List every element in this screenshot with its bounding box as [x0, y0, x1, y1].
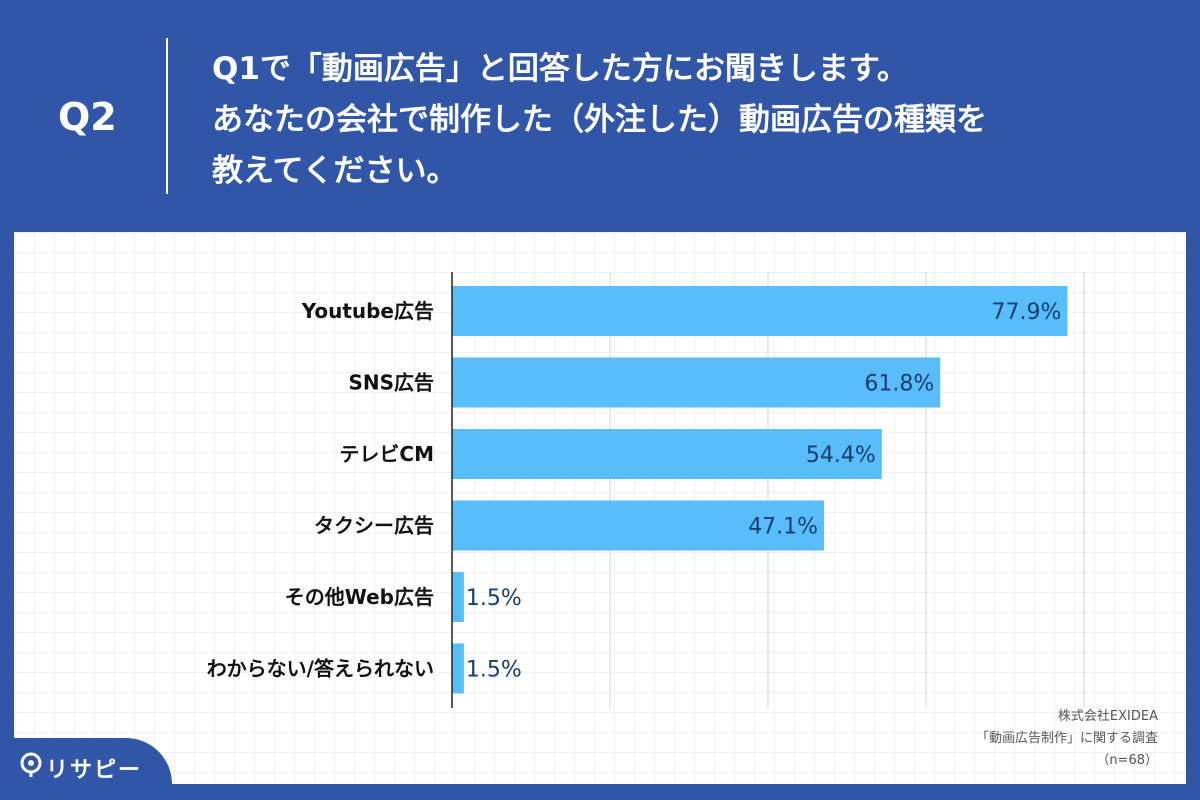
category-label: テレビCM	[339, 442, 434, 466]
value-label: 77.9%	[992, 300, 1062, 325]
chart-panel: Youtube広告 77.9% SNS広告 61.8% テレビCM 54.4% タクシー広告…	[14, 232, 1186, 784]
category-label: わからない/答えられない	[207, 657, 434, 681]
value-label: 54.4%	[806, 443, 876, 468]
bar	[452, 643, 464, 694]
bar	[452, 429, 882, 479]
bar	[452, 572, 464, 622]
value-label: 1.5%	[466, 658, 522, 683]
question-number: Q2	[58, 95, 117, 139]
category-label: Youtube広告	[301, 299, 434, 323]
source-survey: 「動画広告制作」に関する調査	[975, 731, 1158, 746]
category-label: その他Web広告	[285, 585, 434, 609]
bar	[452, 286, 1068, 336]
question-line-2: あなたの会社で制作した（外注した）動画広告の種類を	[212, 102, 987, 138]
category-label: タクシー広告	[314, 514, 434, 538]
category-label: SNS広告	[348, 371, 434, 395]
brand-tab: リサピー	[0, 738, 172, 800]
value-label: 1.5%	[466, 586, 522, 611]
source-note: 株式会社EXIDEA 「動画広告制作」に関する調査 （n=68）	[976, 706, 1158, 772]
brand-pin-icon	[20, 752, 42, 777]
value-label: 47.1%	[748, 515, 818, 540]
bar	[452, 357, 941, 408]
value-label: 61.8%	[864, 372, 934, 397]
source-company: 株式会社EXIDEA	[1057, 709, 1158, 724]
brand-name: リサピー	[46, 758, 143, 783]
question-line-1: Q1で「動画広告」と回答した方にお聞きします。	[212, 51, 908, 87]
source-sample-size: （n=68）	[1096, 753, 1158, 768]
header-divider	[166, 38, 168, 194]
bar	[452, 500, 825, 551]
question-text: Q1で「動画広告」と回答した方にお聞きします。 あなたの会社で制作した（外注した…	[212, 44, 1172, 197]
bar-chart: Youtube広告 77.9% SNS広告 61.8% テレビCM 54.4% タクシー広告…	[207, 272, 1085, 708]
question-line-3: 教えてください。	[212, 153, 458, 189]
